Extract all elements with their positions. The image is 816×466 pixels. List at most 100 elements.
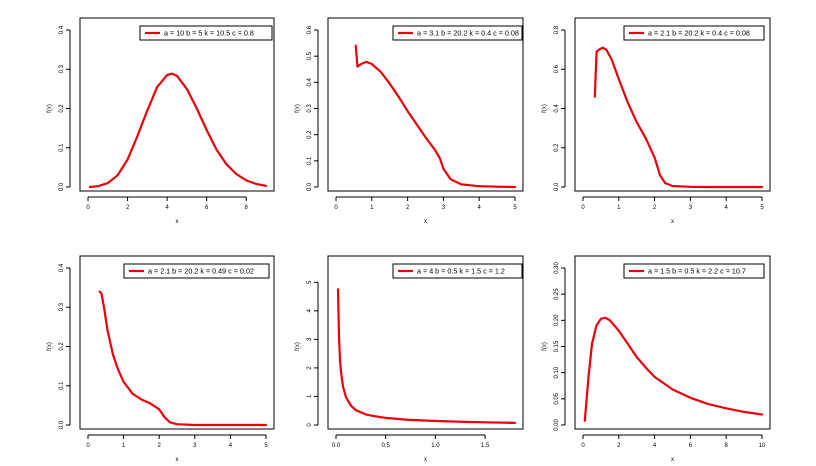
x-tick-label: 4 [165, 205, 169, 211]
x-tick-label: 3 [193, 443, 197, 449]
chart-panel-4: 0 1 2 3 4 5 0.0 0.1 0.2 0.3 0.4 x f(x) a = 2.1 b = 20… [47, 255, 275, 463]
x-axis-title: x [671, 457, 674, 463]
y-tick-label: 0.5 [307, 51, 313, 60]
plot-frame [574, 255, 771, 430]
chart-panel-3: 0 1 2 3 4 5 0.0 0.2 0.4 0.6 0.8 x f(x) a = 2.1 b = 20… [542, 17, 771, 225]
y-tick-label: 0.3 [307, 104, 313, 113]
plot-frame [79, 255, 275, 430]
y-tick-label: 0.6 [307, 25, 313, 34]
x-tick-label: 0.0 [332, 443, 341, 449]
y-tick-label: 0 [307, 423, 313, 427]
legend: a = 1.5 b = 0.5 k = 2.2 c = 10.7 [623, 263, 765, 279]
y-axis-title: f(x) [542, 342, 548, 351]
x-tick-label: 5 [760, 205, 764, 211]
legend-label: a = 2.1 b = 20.2 k = 0.4 c = 0.08 [648, 29, 750, 38]
x-tick-label: 0 [581, 443, 585, 449]
legend-box [623, 263, 765, 279]
chart-panel-1: 0 2 4 6 8 0.0 0.1 0.2 0.3 0.4 x f(x) a = 10 b = 5 k … [47, 17, 275, 225]
x-tick-label: 1 [122, 443, 126, 449]
y-tick-label: 0.2 [307, 130, 313, 139]
y-tick-label: 0.8 [554, 25, 560, 34]
y-tick-label: 0.0 [59, 182, 65, 191]
x-tick-label: 2 [406, 205, 410, 211]
x-tick-label: 4 [725, 205, 729, 211]
y-tick-label: 0.4 [554, 104, 560, 113]
y-tick-label: 0.1 [59, 381, 65, 390]
x-tick-label: 2 [126, 205, 130, 211]
y-tick-label: 0.4 [307, 78, 313, 87]
y-axis-title: f(x) [295, 342, 301, 351]
x-tick-label: 2 [653, 205, 657, 211]
plot-frame [574, 17, 771, 192]
legend-label: a = 3.1 b = 20.2 k = 0.4 c = 0.08 [417, 29, 519, 38]
y-tick-label: 3 [307, 337, 313, 341]
legend-box [139, 25, 273, 41]
y-tick-label: 0.0 [554, 182, 560, 191]
legend-label: a = 1.5 b = 0.5 k = 2.2 c = 10.7 [648, 267, 746, 276]
legend-box [392, 25, 523, 41]
x-axis-title: x [176, 219, 179, 225]
y-axis-title: f(x) [47, 104, 53, 113]
legend-label: a = 2.1 b = 20.2 k = 0.49 c = 0.02 [148, 267, 254, 276]
y-tick-label: 0.4 [59, 25, 65, 34]
chart-panel-2: 0 1 2 3 4 5 0.0 0.1 0.2 0.3 0.4 0.5 0.6 x f(x) a = 3.1 … [295, 17, 524, 225]
x-tick-label: 6 [205, 205, 209, 211]
legend: a = 4 b = 0.5 k = 1.5 c = 1.2 [392, 263, 523, 279]
y-tick-label: 0.30 [554, 262, 560, 274]
plot-frame [327, 255, 524, 430]
legend-label: a = 10 b = 5 k = 10.5 c = 0.8 [164, 29, 254, 38]
x-tick-label: 0.5 [382, 443, 391, 449]
x-tick-label: 0 [581, 205, 585, 211]
x-axis-title: x [424, 457, 427, 463]
legend-label: a = 4 b = 0.5 k = 1.5 c = 1.2 [417, 267, 505, 276]
y-tick-label: 0.1 [307, 156, 313, 165]
x-tick-label: 0 [86, 443, 90, 449]
x-tick-label: 2 [617, 443, 621, 449]
y-tick-label: 4 [307, 308, 313, 312]
y-tick-label: 0.15 [554, 340, 560, 352]
x-tick-label: 6 [689, 443, 693, 449]
x-tick-label: 3 [689, 205, 693, 211]
y-tick-label: 0.00 [554, 419, 560, 431]
x-tick-label: 0 [86, 205, 90, 211]
density-curve [336, 288, 517, 424]
y-tick-label: 5 [307, 280, 313, 284]
x-axis-title: x [176, 457, 179, 463]
chart-panel-5: 0.0 0.5 1.0 1.5 0 1 2 3 4 5 x f(x) a = 4 b = 0.5 k =… [295, 255, 524, 463]
x-tick-label: 1.5 [481, 443, 490, 449]
x-tick-label: 4 [229, 443, 233, 449]
y-tick-label: 0.10 [554, 366, 560, 378]
y-tick-label: 2 [307, 366, 313, 370]
legend-box [123, 263, 270, 279]
y-tick-label: 0.25 [554, 288, 560, 300]
y-tick-label: 0.0 [307, 182, 313, 191]
y-tick-label: 0.1 [59, 143, 65, 152]
x-axis-title: x [671, 219, 674, 225]
x-tick-label: 4 [478, 205, 482, 211]
y-tick-label: 0.4 [59, 263, 65, 272]
x-tick-label: 1 [370, 205, 374, 211]
y-tick-label: 0.3 [59, 64, 65, 73]
legend-box [392, 263, 523, 279]
x-tick-label: 5 [513, 205, 517, 211]
density-curve [354, 44, 517, 189]
y-tick-label: 0.2 [554, 143, 560, 152]
y-axis-title: f(x) [47, 342, 53, 351]
x-tick-label: 4 [653, 443, 657, 449]
density-curve [88, 72, 268, 189]
y-tick-label: 0.2 [59, 342, 65, 351]
x-tick-label: 0 [334, 205, 338, 211]
plot-frame [327, 17, 524, 192]
y-tick-label: 1 [307, 394, 313, 398]
y-tick-label: 0.05 [554, 392, 560, 404]
legend: a = 2.1 b = 20.2 k = 0.49 c = 0.02 [123, 263, 270, 279]
x-tick-label: 2 [158, 443, 162, 449]
y-tick-label: 0.3 [59, 302, 65, 311]
density-curve [98, 290, 268, 427]
plot-frame [79, 17, 275, 192]
legend: a = 2.1 b = 20.2 k = 0.4 c = 0.08 [623, 25, 765, 41]
y-tick-label: 0.0 [59, 420, 65, 429]
x-tick-label: 8 [245, 205, 249, 211]
y-axis-title: f(x) [542, 104, 548, 113]
